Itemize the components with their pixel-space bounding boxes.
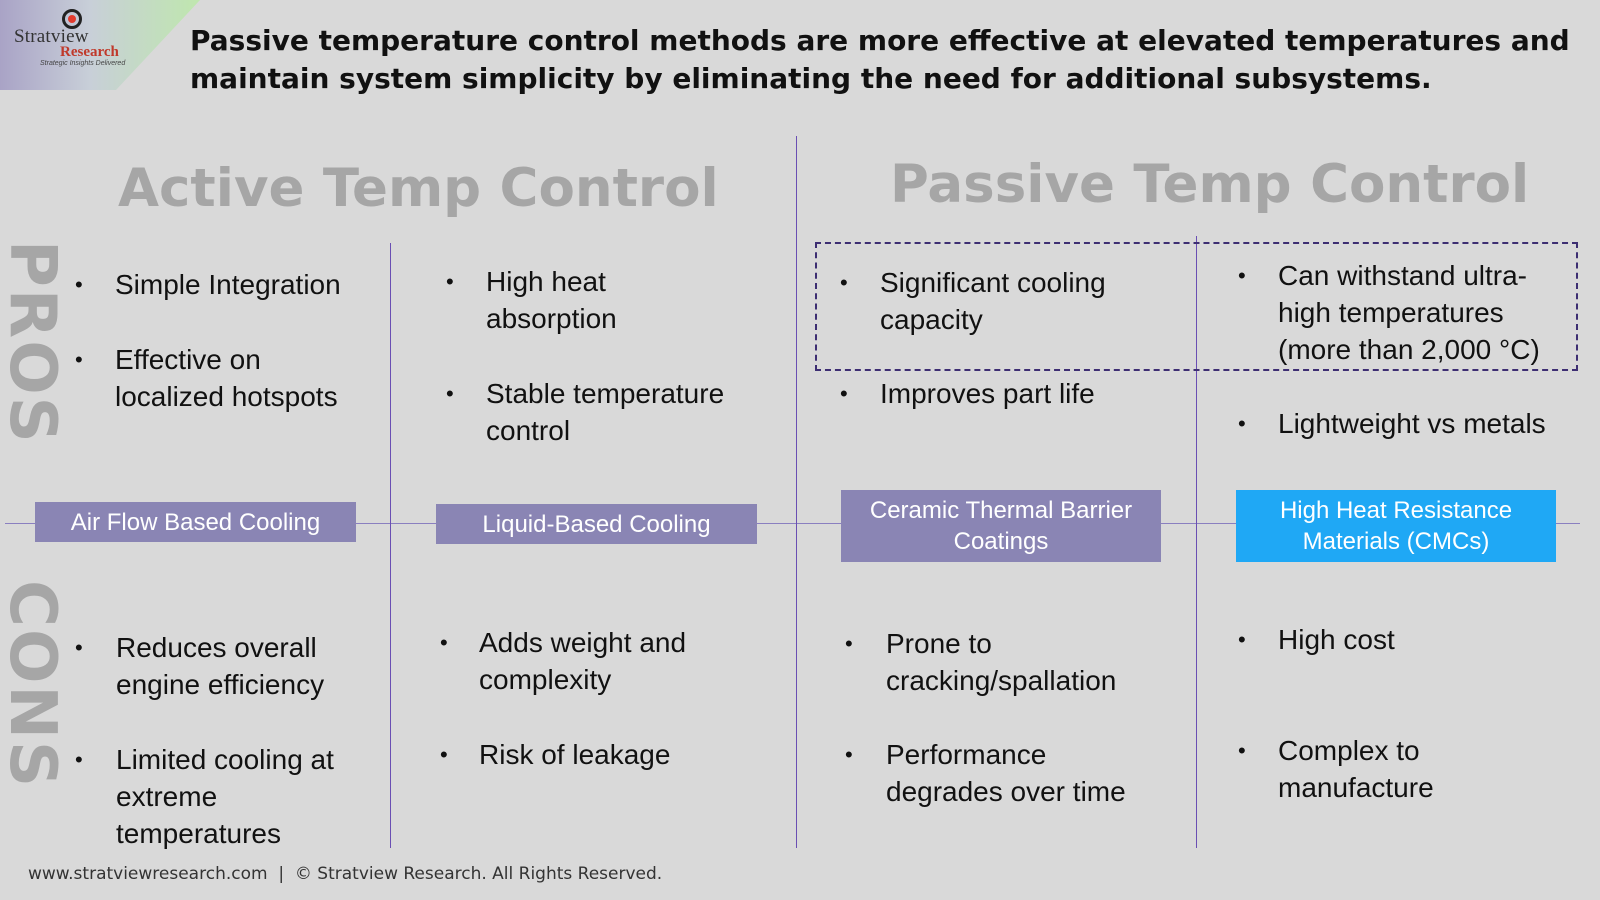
bullet-icon: • <box>75 747 83 772</box>
bullet-icon: • <box>75 635 83 660</box>
bullet-icon: • <box>840 270 848 295</box>
bullet-icon: • <box>840 381 848 406</box>
footer-text: www.stratviewresearch.com | © Stratview … <box>28 864 663 884</box>
con-text: Limited cooling at extreme temperatures <box>116 744 334 849</box>
bullet-icon: • <box>1238 627 1246 652</box>
bullet-icon: • <box>75 347 83 372</box>
bullet-icon: • <box>440 742 448 767</box>
bullet-icon: • <box>75 272 83 297</box>
category-air-flow: Air Flow Based Cooling <box>35 502 356 542</box>
pro-text: Stable temperature control <box>486 378 725 446</box>
logo-tagline: Strategic Insights Delivered <box>40 60 126 67</box>
con-text: Risk of leakage <box>479 739 671 770</box>
con-text: Complex to manufacture <box>1278 735 1434 803</box>
pro-text: Improves part life <box>880 378 1095 409</box>
highlight-dashed-box <box>815 242 1578 371</box>
pro-text: Lightweight vs metals <box>1278 408 1546 439</box>
con-text: Reduces overall engine efficiency <box>116 632 325 700</box>
logo-target-icon <box>62 9 82 29</box>
pro-text: Can withstand ultra-high temperatures (m… <box>1278 260 1540 365</box>
pro-text: Effective on localized hotspots <box>115 344 338 412</box>
divider-1 <box>390 243 391 848</box>
cons-label: CONS <box>0 580 69 790</box>
bullet-icon: • <box>1238 263 1246 288</box>
logo-name: Stratview <box>14 26 89 47</box>
horizontal-axis <box>5 523 1580 524</box>
category-cmc: High Heat Resistance Materials (CMCs) <box>1236 490 1556 562</box>
pro-text: Significant cooling capacity <box>880 267 1106 335</box>
bullet-icon: • <box>446 269 454 294</box>
category-ceramic: Ceramic Thermal Barrier Coatings <box>841 490 1161 562</box>
bullet-icon: • <box>1238 738 1246 763</box>
divider-3 <box>1196 236 1197 848</box>
pros-label: PROS <box>0 240 69 445</box>
con-text: High cost <box>1278 624 1395 655</box>
logo-sub: Research <box>60 44 119 60</box>
con-text: Prone to cracking/spallation <box>886 628 1117 696</box>
bullet-icon: • <box>845 631 853 656</box>
pro-text: High heat absorption <box>486 266 617 334</box>
headline: Passive temperature control methods are … <box>190 24 1570 95</box>
bullet-icon: • <box>1238 411 1246 436</box>
passive-title: Passive Temp Control <box>890 154 1530 215</box>
category-liquid: Liquid-Based Cooling <box>436 504 757 544</box>
con-text: Performance degrades over time <box>886 739 1126 807</box>
con-text: Adds weight and complexity <box>479 627 687 695</box>
pro-text: Simple Integration <box>115 269 341 300</box>
bullet-icon: • <box>845 742 853 767</box>
active-title: Active Temp Control <box>118 158 719 219</box>
bullet-icon: • <box>440 630 448 655</box>
bullet-icon: • <box>446 381 454 406</box>
divider-center <box>796 136 797 848</box>
